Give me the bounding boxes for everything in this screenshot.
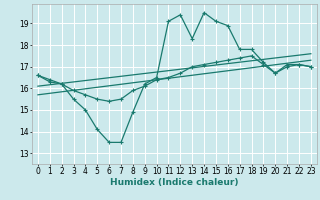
X-axis label: Humidex (Indice chaleur): Humidex (Indice chaleur): [110, 178, 239, 187]
